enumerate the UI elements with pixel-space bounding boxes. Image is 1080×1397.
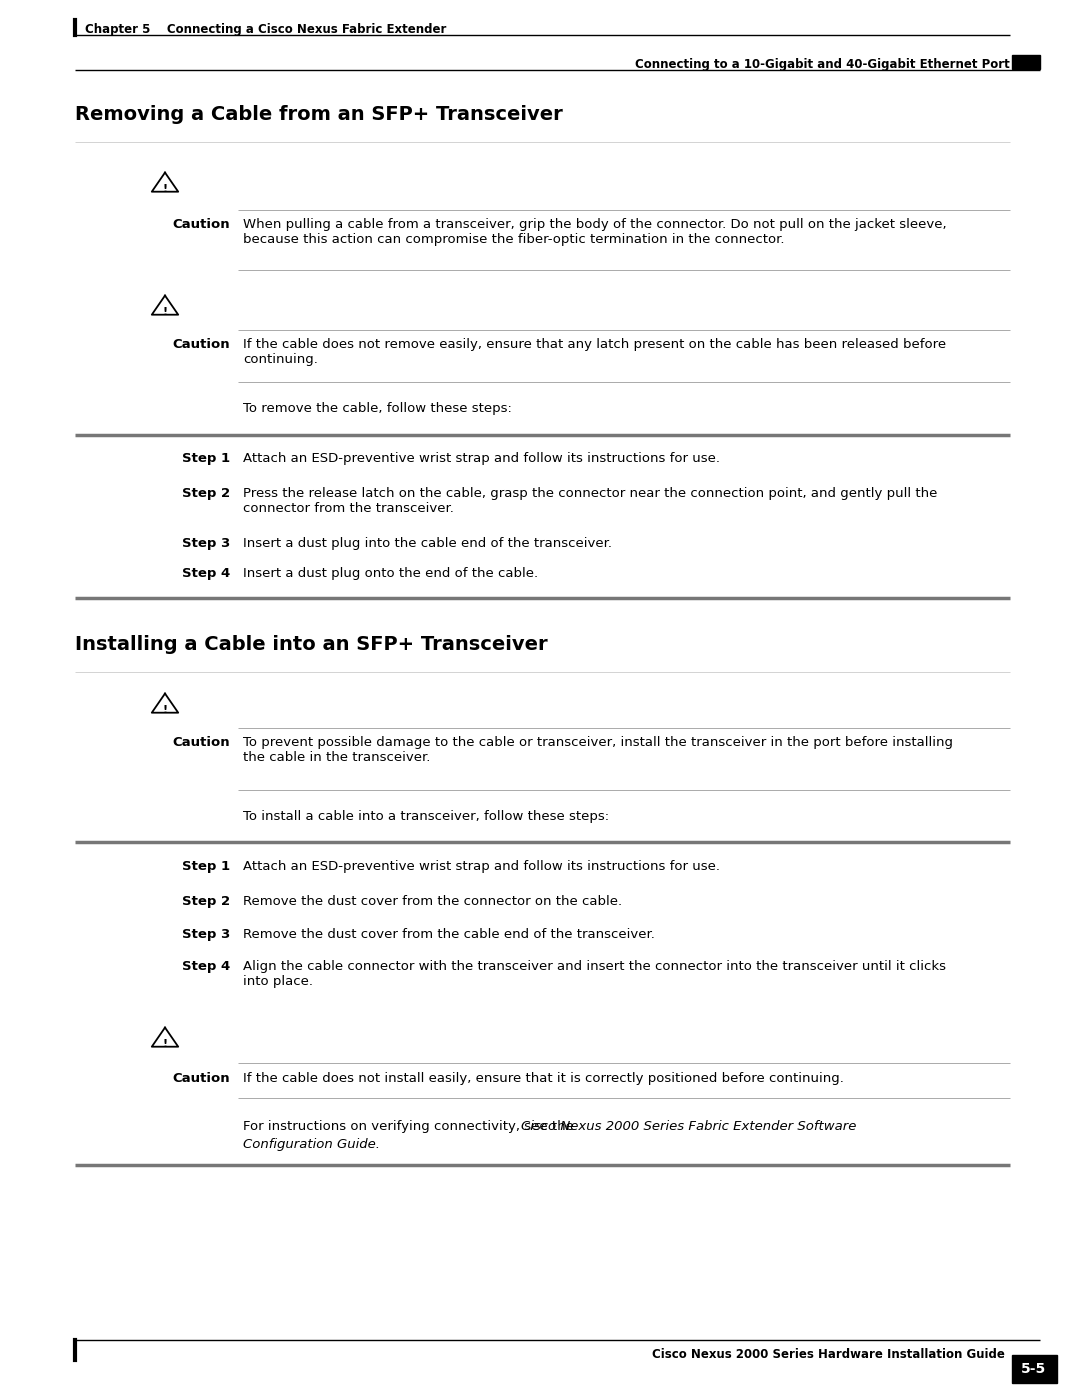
Text: Step 2: Step 2 <box>181 488 230 500</box>
Text: To remove the cable, follow these steps:: To remove the cable, follow these steps: <box>243 402 512 415</box>
Text: Insert a dust plug onto the end of the cable.: Insert a dust plug onto the end of the c… <box>243 567 538 580</box>
Text: Removing a Cable from an SFP+ Transceiver: Removing a Cable from an SFP+ Transceive… <box>75 105 563 124</box>
Text: Connecting to a 10-Gigabit and 40-Gigabit Ethernet Port: Connecting to a 10-Gigabit and 40-Gigabi… <box>635 59 1010 71</box>
Text: !: ! <box>162 307 167 317</box>
Text: Step 4: Step 4 <box>181 567 230 580</box>
Text: Press the release latch on the cable, grasp the connector near the connection po: Press the release latch on the cable, gr… <box>243 488 937 515</box>
FancyBboxPatch shape <box>1012 1355 1057 1383</box>
Text: !: ! <box>162 184 167 194</box>
Text: 5-5: 5-5 <box>1022 1362 1047 1376</box>
Text: If the cable does not remove easily, ensure that any latch present on the cable : If the cable does not remove easily, ens… <box>243 338 946 366</box>
Text: Step 4: Step 4 <box>181 960 230 972</box>
Text: Cisco Nexus 2000 Series Hardware Installation Guide: Cisco Nexus 2000 Series Hardware Install… <box>652 1348 1005 1361</box>
Text: Step 3: Step 3 <box>181 928 230 942</box>
Text: Step 1: Step 1 <box>181 861 230 873</box>
Text: !: ! <box>162 705 167 715</box>
Text: Remove the dust cover from the cable end of the transceiver.: Remove the dust cover from the cable end… <box>243 928 654 942</box>
FancyBboxPatch shape <box>1012 54 1040 68</box>
Text: !: ! <box>162 1039 167 1049</box>
Text: Align the cable connector with the transceiver and insert the connector into the: Align the cable connector with the trans… <box>243 960 946 988</box>
Text: To install a cable into a transceiver, follow these steps:: To install a cable into a transceiver, f… <box>243 810 609 823</box>
Text: If the cable does not install easily, ensure that it is correctly positioned bef: If the cable does not install easily, en… <box>243 1071 843 1085</box>
Text: For instructions on verifying connectivity, see the: For instructions on verifying connectivi… <box>243 1120 578 1133</box>
Text: Caution: Caution <box>173 736 230 749</box>
Text: Chapter 5    Connecting a Cisco Nexus Fabric Extender: Chapter 5 Connecting a Cisco Nexus Fabri… <box>85 24 446 36</box>
Text: Insert a dust plug into the cable end of the transceiver.: Insert a dust plug into the cable end of… <box>243 536 612 550</box>
Text: Remove the dust cover from the connector on the cable.: Remove the dust cover from the connector… <box>243 895 622 908</box>
Text: Caution: Caution <box>173 338 230 351</box>
Text: Installing a Cable into an SFP+ Transceiver: Installing a Cable into an SFP+ Transcei… <box>75 636 548 654</box>
Text: When pulling a cable from a transceiver, grip the body of the connector. Do not : When pulling a cable from a transceiver,… <box>243 218 947 246</box>
Text: Step 3: Step 3 <box>181 536 230 550</box>
Text: Step 1: Step 1 <box>181 453 230 465</box>
Text: Cisco Nexus 2000 Series Fabric Extender Software: Cisco Nexus 2000 Series Fabric Extender … <box>522 1120 856 1133</box>
Text: Attach an ESD-preventive wrist strap and follow its instructions for use.: Attach an ESD-preventive wrist strap and… <box>243 453 720 465</box>
Text: Configuration Guide.: Configuration Guide. <box>243 1139 380 1151</box>
Text: Caution: Caution <box>173 218 230 231</box>
Text: Caution: Caution <box>173 1071 230 1085</box>
Text: Step 2: Step 2 <box>181 895 230 908</box>
Text: Attach an ESD-preventive wrist strap and follow its instructions for use.: Attach an ESD-preventive wrist strap and… <box>243 861 720 873</box>
Text: To prevent possible damage to the cable or transceiver, install the transceiver : To prevent possible damage to the cable … <box>243 736 953 764</box>
